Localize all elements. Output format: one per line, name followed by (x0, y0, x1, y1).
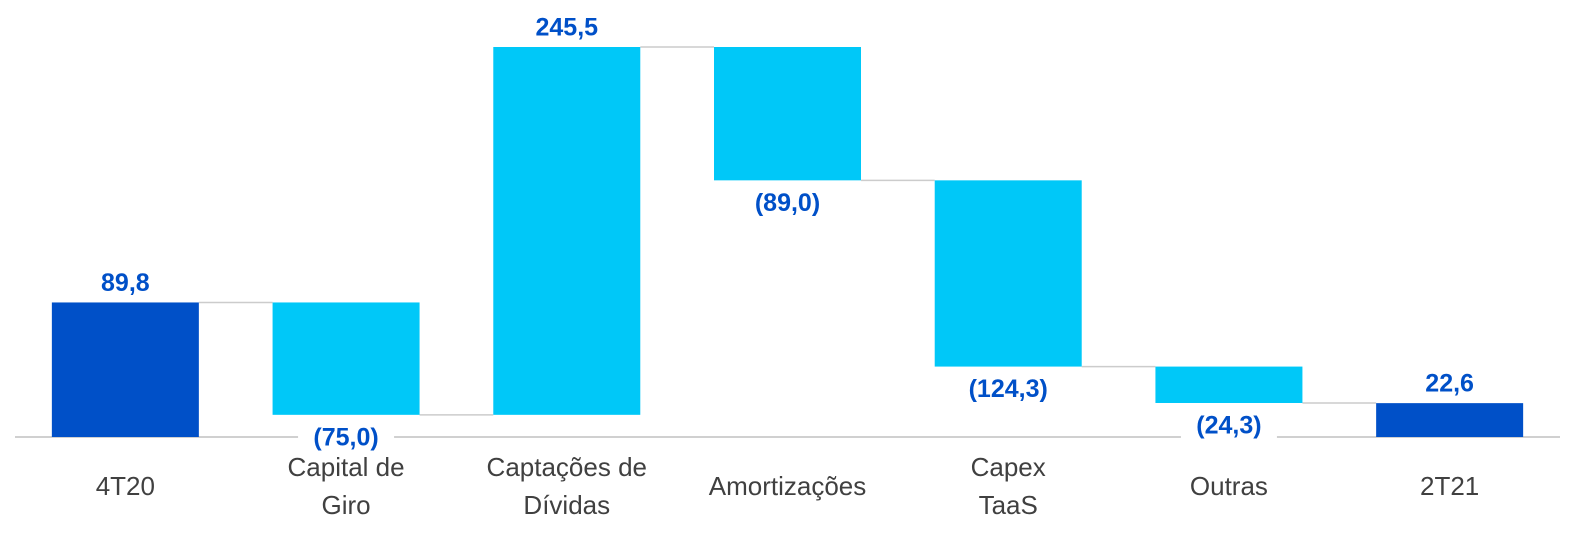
bar (1376, 403, 1524, 437)
value-label: 89,8 (101, 269, 150, 297)
value-label: (24,3) (1196, 412, 1261, 440)
value-label: 245,5 (536, 14, 599, 42)
bar (714, 47, 861, 181)
value-label: (124,3) (969, 375, 1048, 403)
x-tick-label: 4T20 (95, 471, 155, 501)
x-tick-label: 2T21 (1420, 471, 1480, 501)
bar (934, 180, 1082, 367)
x-tick-label: Capex TaaS (970, 452, 1046, 520)
x-tick-label: Amortizações (708, 471, 867, 501)
bar (272, 302, 420, 415)
value-label: (75,0) (313, 423, 378, 451)
x-tick-label: Outras (1189, 471, 1268, 501)
value-label: (89,0) (755, 189, 820, 217)
bar (51, 302, 199, 437)
bar (493, 47, 641, 415)
bar (1155, 366, 1303, 403)
label-bg (960, 374, 1057, 407)
x-tick-label: Capital de Giro (287, 452, 405, 520)
label-bg (298, 422, 395, 455)
label-bg (739, 188, 836, 221)
x-tick-label: Captações de Dívidas (486, 452, 647, 520)
value-label: 22,6 (1425, 370, 1474, 398)
label-bg (1180, 410, 1277, 443)
